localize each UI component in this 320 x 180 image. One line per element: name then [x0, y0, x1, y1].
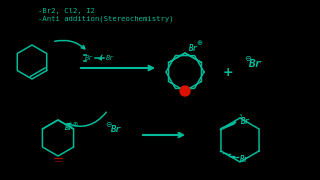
- Text: Br: Br: [85, 55, 93, 61]
- Text: ⊖: ⊖: [105, 120, 111, 129]
- Polygon shape: [220, 122, 236, 130]
- Text: Br: Br: [106, 55, 114, 61]
- Text: -Br2, Cl2, I2: -Br2, Cl2, I2: [38, 8, 95, 14]
- Text: Br: Br: [240, 116, 250, 125]
- Text: Br: Br: [188, 44, 198, 53]
- Text: Br: Br: [64, 125, 72, 131]
- Text: ⊕: ⊕: [72, 122, 78, 127]
- Text: -Anti addition(Stereochemistry): -Anti addition(Stereochemistry): [38, 15, 174, 21]
- Text: 3: 3: [238, 114, 242, 118]
- Text: +: +: [223, 66, 233, 78]
- Text: ⊖: ⊖: [244, 53, 252, 62]
- Text: Br: Br: [110, 125, 120, 134]
- Text: ⊕: ⊕: [196, 40, 202, 46]
- Text: Br: Br: [239, 154, 249, 163]
- Circle shape: [180, 86, 190, 96]
- Text: Br: Br: [248, 59, 262, 69]
